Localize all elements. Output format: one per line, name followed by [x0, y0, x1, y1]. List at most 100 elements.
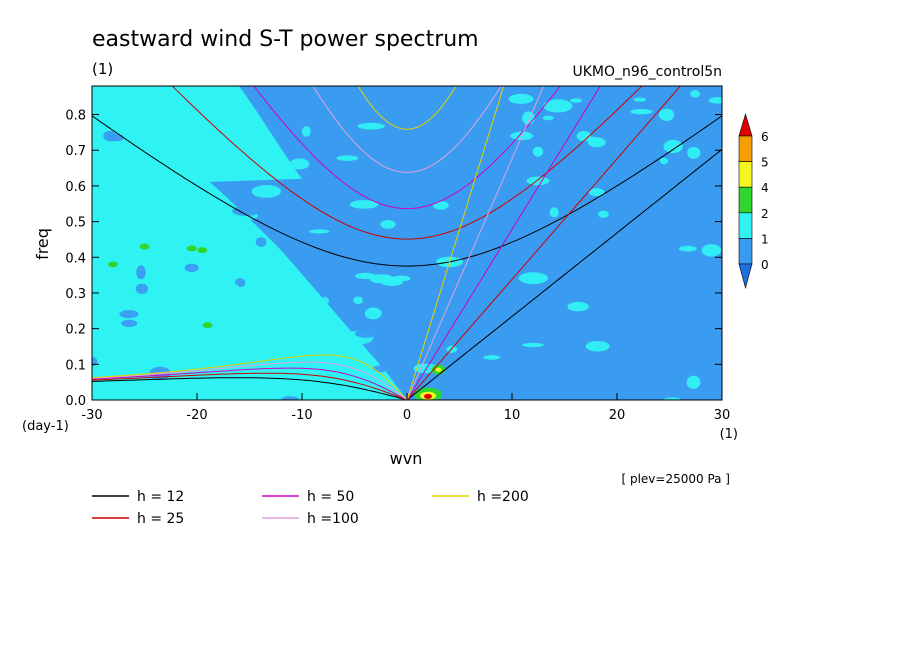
power-patch [92, 357, 98, 367]
power-patch [349, 200, 379, 209]
rossby-curve [92, 377, 408, 400]
rossby-curve [92, 372, 408, 400]
power-patch [301, 126, 311, 137]
gravity-curve [171, 86, 643, 240]
power-patch [263, 280, 279, 291]
power-region [92, 86, 302, 186]
gravity-curve [253, 86, 561, 210]
power-patch [532, 146, 544, 157]
x-tick-label: 10 [504, 408, 521, 423]
power-patch [549, 207, 559, 218]
chart-title: eastward wind S-T power spectrum [92, 27, 479, 52]
legend: h = 12 h = 25 h = 50 h =100 h =200 [92, 489, 529, 527]
power-patch [567, 301, 589, 312]
power-patch [543, 99, 573, 113]
power-patch [598, 210, 609, 218]
power-patch [357, 122, 385, 130]
power-patch [197, 307, 214, 318]
y-tick-label: 0.7 [65, 144, 86, 159]
kelvin-curve [406, 86, 682, 400]
power-patch [169, 177, 179, 191]
colorbar-segment [738, 135, 753, 162]
colorbar-label: 2 [761, 207, 769, 221]
power-patch [136, 265, 146, 280]
power-patch [309, 229, 330, 234]
colorbar-label: 4 [761, 181, 769, 195]
power-patch [111, 397, 139, 400]
power-patch [686, 375, 701, 389]
y-axis-label: freq [33, 228, 52, 260]
power-patch [701, 244, 722, 257]
power-patch [522, 111, 535, 125]
dataset-label: UKMO_n96_control5n [572, 64, 722, 80]
power-patch [633, 97, 647, 102]
power-patch [663, 397, 681, 400]
power-patch [508, 93, 534, 104]
x-axis-units: (1) [720, 427, 738, 442]
power-patch [229, 269, 251, 277]
power-patch [249, 327, 270, 333]
x-tick-label: 20 [609, 408, 626, 423]
power-patch [312, 178, 330, 183]
power-patch [320, 297, 329, 305]
gravity-curve [92, 115, 722, 267]
colorbar: 6 5 4 2 1 0 [738, 112, 769, 290]
legend-label: h = 12 [137, 489, 184, 505]
colorbar-top-arrow [738, 112, 753, 137]
x-tick-label: -30 [81, 408, 102, 423]
power-patch [687, 146, 701, 159]
y-axis: 0.0 0.1 0.2 0.3 0.4 0.5 0.6 0.7 0.8 [65, 109, 722, 409]
x-tick-label: 0 [403, 408, 411, 423]
power-patch [225, 110, 253, 121]
power-patch [391, 275, 411, 282]
power-patch [364, 307, 382, 320]
power-patch [576, 131, 592, 142]
power-patch [373, 365, 388, 373]
power-patch [144, 107, 171, 116]
power-patch [274, 156, 284, 167]
power-patch [102, 361, 129, 375]
power-patch [256, 350, 271, 361]
colorbar-label: 5 [761, 156, 769, 170]
x-axis: -30 -20 -10 0 10 20 30 [81, 393, 730, 423]
rossby-curve [92, 354, 408, 400]
power-patch [121, 319, 138, 328]
power-patch [169, 332, 183, 341]
rossby-curve [92, 361, 408, 400]
power-patch [483, 355, 501, 360]
kelvin-curve [406, 86, 505, 400]
power-patch [112, 177, 138, 189]
legend-label: h = 25 [137, 511, 184, 527]
power-peak [108, 261, 118, 268]
power-patch [380, 219, 396, 229]
power-patch [232, 205, 260, 217]
x-tick-label: 30 [714, 408, 731, 423]
y-tick-label: 0.3 [65, 287, 86, 302]
rossby-curve [92, 367, 408, 400]
power-patch [340, 91, 370, 104]
power-patch [209, 257, 231, 268]
power-patch [353, 296, 363, 305]
x-tick-label: -20 [186, 408, 207, 423]
power-patch [518, 272, 548, 285]
y-tick-label: 0.8 [65, 109, 86, 124]
power-patch [266, 315, 294, 326]
legend-label: h =200 [477, 489, 529, 505]
power-patch [630, 108, 653, 115]
power-contours [92, 86, 722, 400]
power-peak [139, 243, 150, 250]
y-tick-label: 0.0 [65, 394, 86, 409]
kelvin-curve [406, 86, 601, 400]
power-patch [588, 188, 605, 197]
power-patch [292, 348, 311, 356]
colorbar-label: 6 [761, 130, 769, 144]
gravity-curve [312, 86, 502, 173]
title-units: (1) [92, 60, 113, 78]
y-tick-label: 0.4 [65, 251, 86, 266]
power-patch [331, 288, 343, 294]
dispersion-curves [92, 86, 722, 400]
power-patch [585, 341, 610, 352]
power-patch [184, 263, 199, 272]
power-patch [106, 133, 125, 142]
power-patch [215, 392, 225, 400]
